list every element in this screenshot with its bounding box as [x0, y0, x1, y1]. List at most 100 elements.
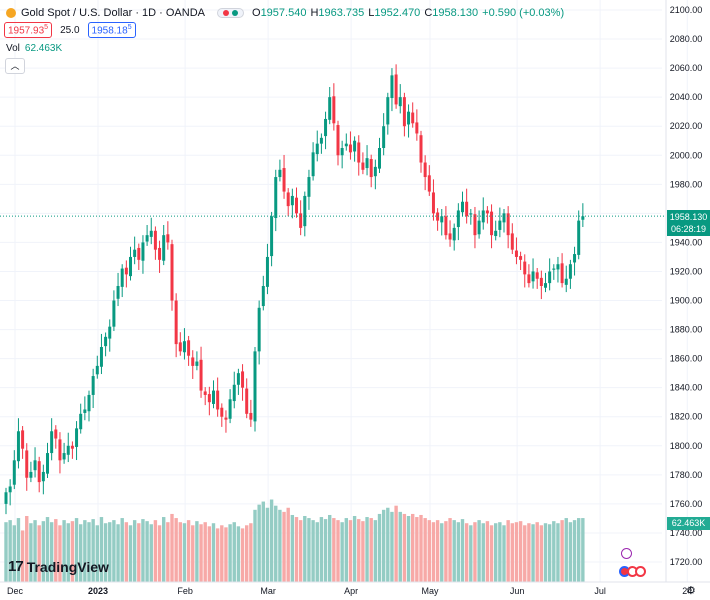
volume-bar: [124, 522, 129, 582]
volume-bar: [348, 520, 353, 582]
candle-body: [415, 122, 419, 134]
candle-body: [58, 439, 62, 461]
volume-bar: [186, 520, 191, 582]
volume-bar: [224, 527, 228, 582]
volume-bar: [531, 524, 535, 582]
candle-body: [4, 492, 8, 504]
candle-body: [336, 125, 340, 156]
candle-body: [33, 460, 37, 471]
volume-bar: [440, 523, 444, 582]
candle-body: [21, 430, 25, 449]
volume-bar: [332, 518, 336, 582]
symbol-title[interactable]: Gold Spot / U.S. Dollar · 1D · OANDA: [21, 7, 205, 19]
sell-quote-button[interactable]: 1957.935: [4, 22, 53, 39]
volume-bar: [344, 518, 348, 582]
y-tick-label: 1980.00: [670, 179, 703, 189]
candle-body: [265, 256, 269, 287]
volume-bar: [435, 520, 440, 582]
volume-bar: [357, 519, 361, 582]
candle-body: [116, 286, 120, 299]
candle-body: [523, 261, 527, 275]
volume-bar: [373, 520, 378, 582]
x-tick-label: 24: [682, 586, 692, 596]
candle-body: [253, 351, 257, 422]
x-tick-label: Apr: [344, 586, 358, 596]
candle-body: [444, 216, 448, 236]
volume-bar: [319, 517, 324, 582]
candle-body: [556, 264, 560, 270]
y-tick-label: 1760.00: [670, 499, 703, 509]
candle-body: [461, 201, 464, 213]
candle-body: [54, 429, 58, 439]
candle-body: [353, 140, 357, 152]
volume-bar: [166, 522, 170, 582]
y-tick-label: 1840.00: [670, 383, 703, 393]
visibility-toggle[interactable]: [217, 8, 244, 18]
volume-bar: [560, 520, 564, 582]
volume-bar: [137, 523, 141, 582]
volume-bar: [556, 523, 560, 582]
volume-bar: [340, 522, 344, 582]
high-label: H: [310, 7, 319, 19]
candle-body: [286, 192, 290, 207]
volume-bar: [157, 525, 162, 582]
candle-body: [485, 210, 489, 214]
y-tick-label: 1780.00: [670, 470, 703, 480]
settings-gear-icon[interactable]: ⚙: [686, 585, 696, 597]
price-axis[interactable]: 1720.00 1740.00 1760.00 1780.00 1800.00 1820.…: [665, 0, 703, 582]
volume-bar: [191, 525, 195, 582]
buy-quote-button[interactable]: 1958.185: [87, 22, 136, 39]
open-label: O: [252, 7, 261, 19]
volume-bar: [274, 505, 278, 582]
volume-bar: [377, 513, 382, 582]
x-tick-label: Jul: [594, 586, 606, 596]
candle-body: [162, 235, 166, 261]
volume-bar: [394, 505, 398, 582]
y-tick-label: 1880.00: [670, 325, 703, 335]
candle-body: [560, 263, 564, 284]
dot-icon: [232, 10, 238, 16]
time-axis[interactable]: Dec 2023 Feb Mar Apr May Jun Jul 24: [0, 581, 710, 596]
volume-bar: [494, 523, 498, 582]
gold-symbol-icon: [6, 8, 16, 18]
volume-bar: [95, 525, 99, 582]
volume-bar: [543, 523, 548, 582]
volume-bar: [112, 520, 116, 582]
candle-body: [340, 148, 344, 156]
y-tick-label: 1800.00: [670, 441, 703, 451]
volume-bar: [8, 520, 12, 582]
volume-bar: [240, 528, 245, 582]
candle-body: [191, 357, 195, 366]
candle-body: [245, 388, 249, 414]
volume-bar: [460, 519, 465, 582]
volume-bar: [386, 507, 390, 582]
brand-name: TradingView: [26, 558, 109, 575]
volume-bar: [485, 521, 490, 582]
candle-body: [83, 409, 87, 413]
candle-body: [394, 74, 398, 105]
collapse-chevron-icon[interactable]: ︿: [5, 58, 25, 74]
candle-body: [319, 137, 323, 144]
candle-body: [456, 210, 460, 228]
candle-body: [108, 326, 112, 339]
volume-bar: [547, 524, 552, 582]
volume-bar: [464, 523, 469, 582]
volume-bar: [581, 518, 585, 582]
candle-body: [8, 486, 12, 493]
candle-body: [407, 111, 411, 125]
volume-bar: [456, 522, 461, 582]
candle-body: [357, 142, 361, 163]
volume-legend-label[interactable]: Vol: [6, 43, 20, 54]
tradingview-logo[interactable]: 17 TradingView: [8, 558, 109, 575]
candle-body: [25, 450, 29, 478]
candle-body: [249, 412, 253, 420]
candle-body: [12, 460, 16, 485]
candle-body: [278, 169, 282, 178]
candle-body: [158, 247, 162, 260]
volume-bar: [141, 519, 145, 582]
symbol-legend: Gold Spot / U.S. Dollar · 1D · OANDA O 19…: [6, 4, 568, 22]
x-tick-label: 2023: [88, 586, 108, 596]
lightning-event-icon[interactable]: [621, 548, 632, 559]
us-flag-event-icon[interactable]: [635, 566, 646, 577]
